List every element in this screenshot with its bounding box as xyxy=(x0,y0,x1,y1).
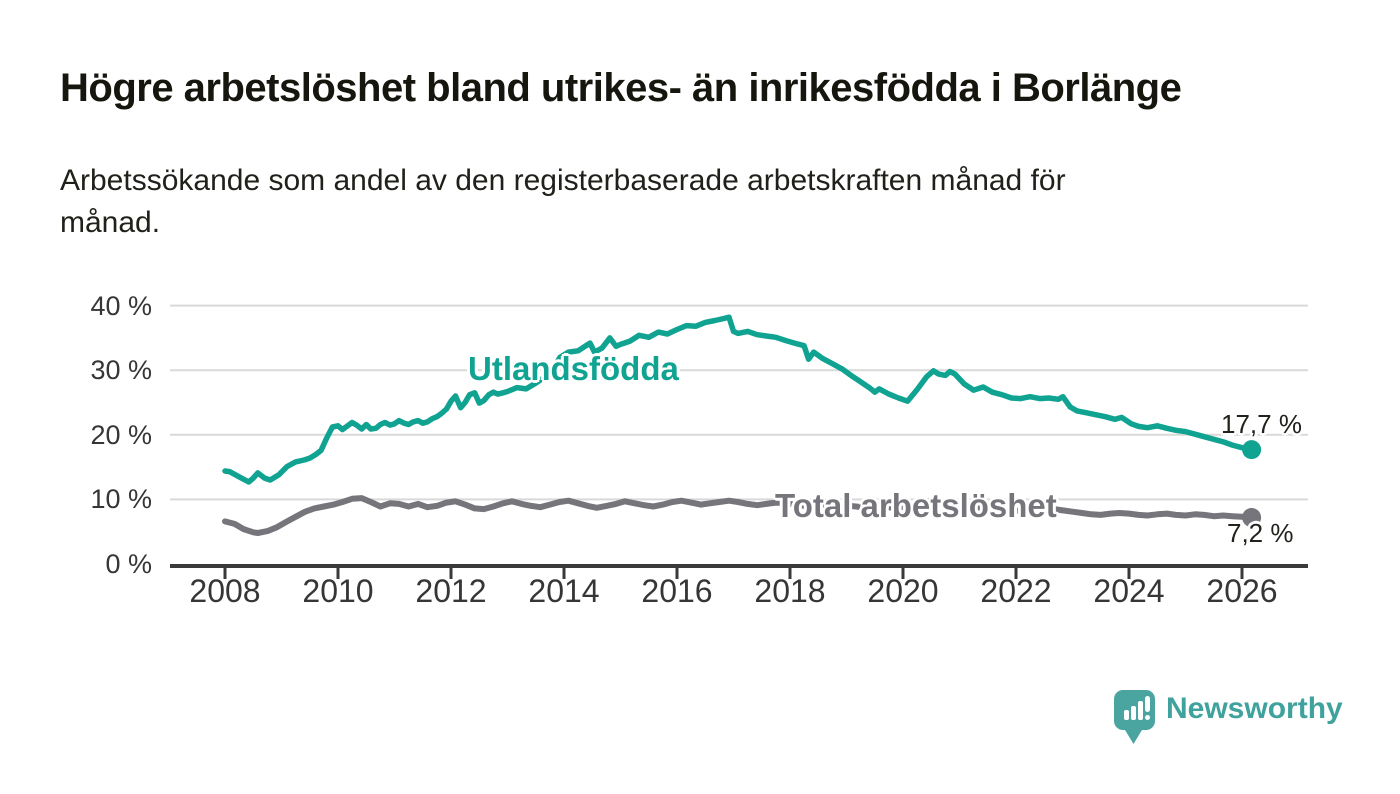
x-tick-label-2012: 2012 xyxy=(415,573,487,609)
end-value-label-utlandsfodda: 17,7 % xyxy=(1221,409,1302,439)
logo-exclamation-dot xyxy=(1145,715,1150,720)
end-value-label-total: 7,2 % xyxy=(1227,518,1294,548)
logo-exclamation-bar xyxy=(1145,696,1150,712)
x-tick-label-2026: 2026 xyxy=(1206,573,1278,609)
newsworthy-logo-icon xyxy=(1114,690,1155,744)
series-end-dot-utlandsfodda xyxy=(1242,440,1262,460)
y-tick-label-10: 10 % xyxy=(90,484,152,515)
logo-bar-3 xyxy=(1138,701,1143,720)
x-tick-label-2024: 2024 xyxy=(1093,573,1165,609)
x-tick-label-2016: 2016 xyxy=(641,573,713,609)
x-tick-label-2022: 2022 xyxy=(980,573,1052,609)
page-title: Högre arbetslöshet bland utrikes- än inr… xyxy=(60,66,1182,110)
newsworthy-logo-text: Newsworthy xyxy=(1166,692,1343,725)
series-line-utlandsfodda xyxy=(222,314,1255,485)
series-line-total-arbetsloshet xyxy=(222,495,1255,536)
series-label-utlandsfodda: Utlandsfödda xyxy=(468,350,679,387)
logo-bar-1 xyxy=(1124,710,1129,720)
y-tick-label-40: 40 % xyxy=(90,290,152,321)
y-tick-label-30: 30 % xyxy=(90,355,152,386)
x-tick-label-2018: 2018 xyxy=(754,573,826,609)
subtitle-line-2: månad. xyxy=(60,206,161,239)
x-tick-label-2008: 2008 xyxy=(189,573,261,609)
x-tick-label-2020: 2020 xyxy=(867,573,939,609)
chart-subtitle: Arbetssökande som andel av den registerb… xyxy=(60,160,1066,244)
series-end-dot-total-arbetsloshet xyxy=(1242,507,1262,527)
logo-bar-2 xyxy=(1131,706,1136,720)
y-tick-label-0: 0 % xyxy=(105,549,152,579)
subtitle-line-1: Arbetssökande som andel av den registerb… xyxy=(60,164,1066,197)
x-tick-label-2010: 2010 xyxy=(302,573,374,609)
x-tick-label-2014: 2014 xyxy=(528,573,600,609)
y-tick-label-20: 20 % xyxy=(90,419,152,450)
series-label-total-arbetsloshet: Total arbetslöshet xyxy=(775,487,1057,524)
